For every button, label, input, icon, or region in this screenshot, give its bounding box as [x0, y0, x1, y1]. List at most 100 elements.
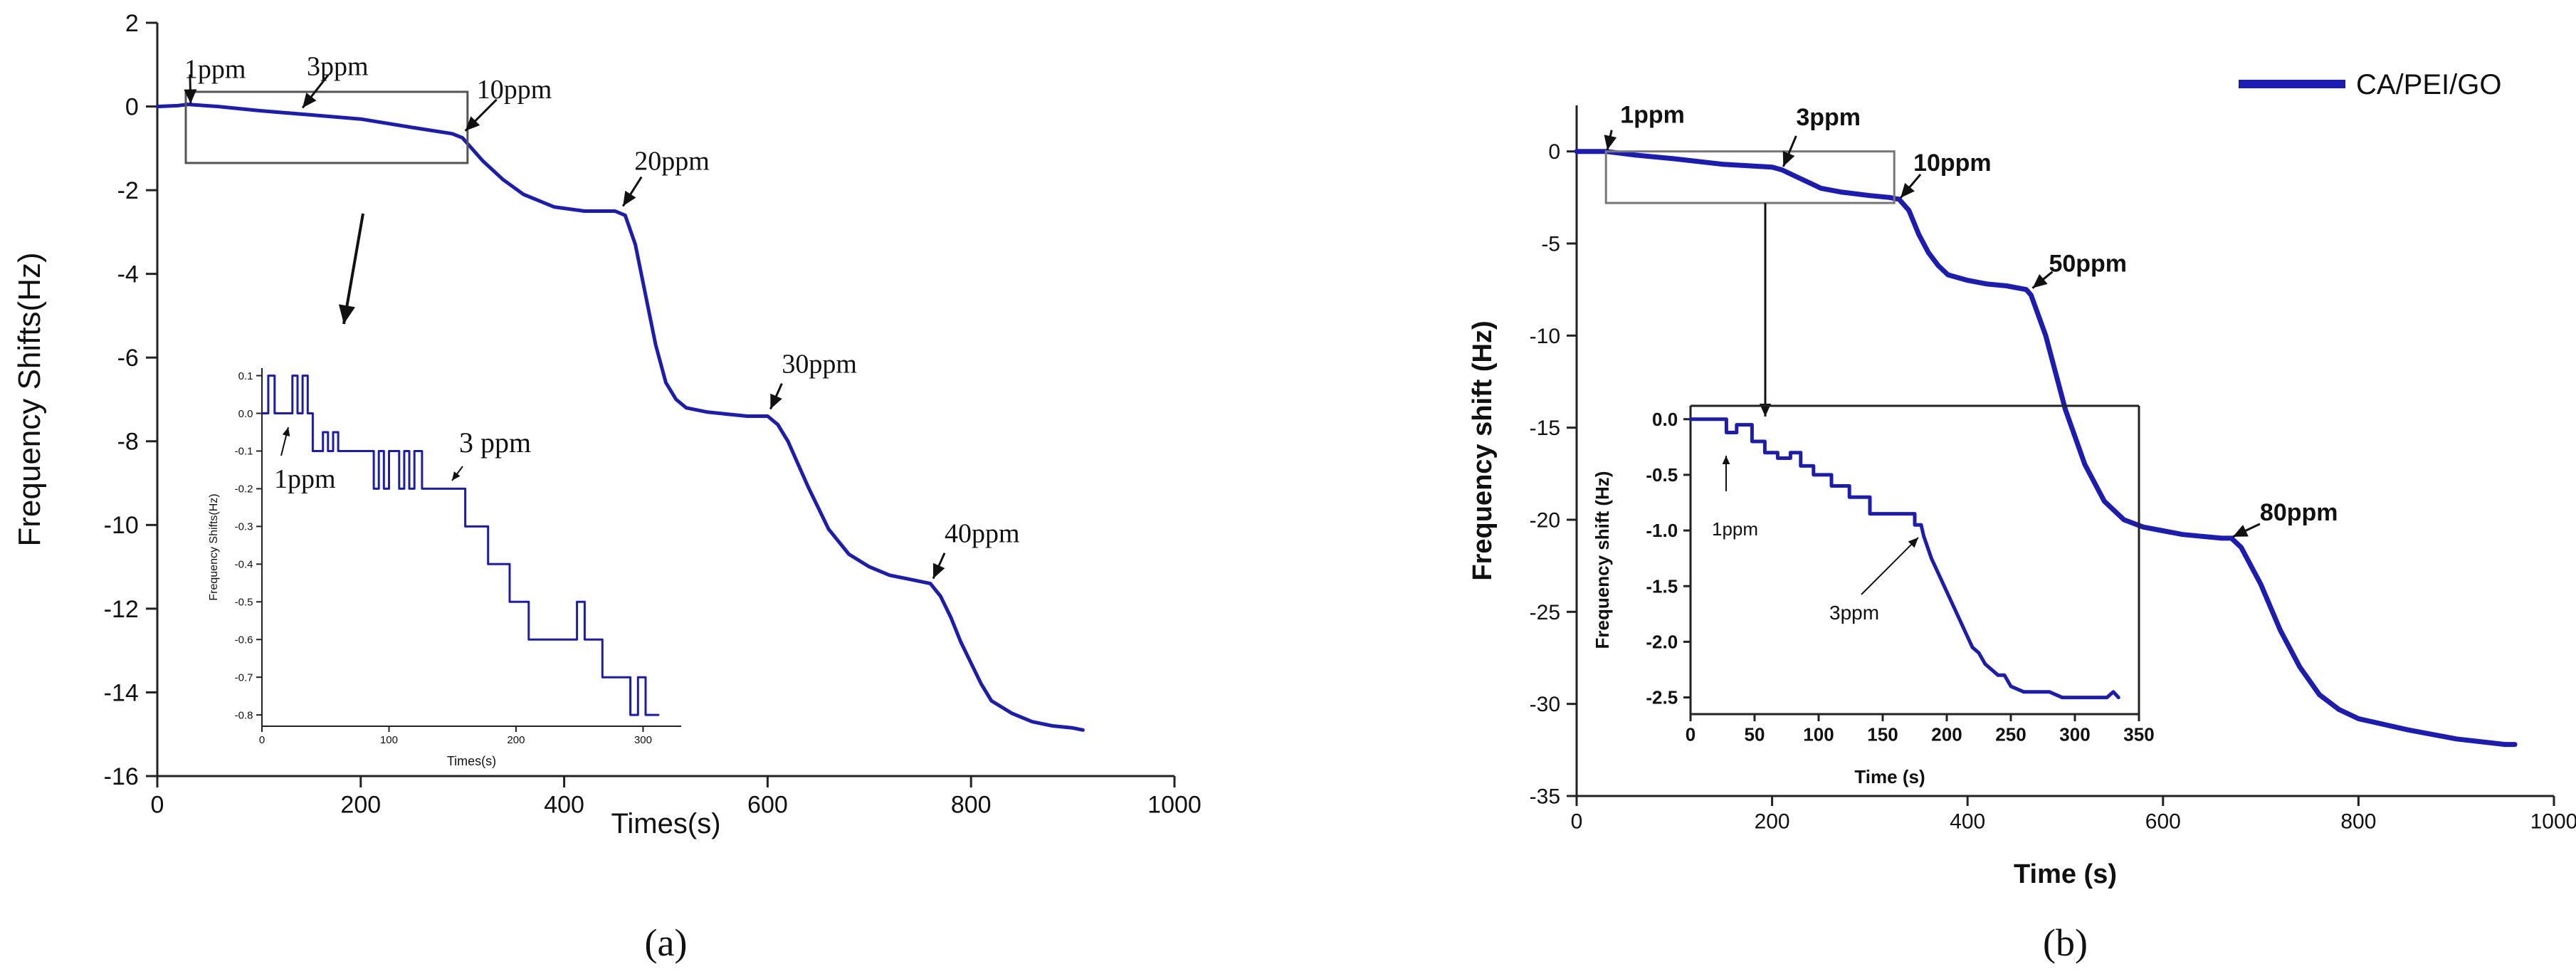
a-inset-y-tick-label: -0.7 — [235, 671, 253, 684]
b-legend-label: CA/PEI/GO — [2356, 69, 2502, 100]
b-annotation-label: 3ppm — [1796, 104, 1861, 131]
a-inset-series-line — [261, 375, 660, 716]
panel-a: 0 200 400 600 800 100020-2-4-6-8-10-12-14-161… — [12, 10, 1202, 964]
a-annotation-label: 10ppm — [477, 75, 552, 105]
a-y-tick-label: 0 — [125, 93, 139, 120]
a-x-axis-label: Times(s) — [611, 808, 720, 839]
a-zoom-arrow-head — [338, 304, 355, 324]
b-annotation-arrow-head — [2032, 274, 2048, 288]
a-y-tick-label: -4 — [117, 261, 139, 288]
a-annotation-label: 40ppm — [945, 519, 1020, 549]
b-x-tick-label: 200 — [1755, 810, 1790, 834]
a-y-tick-label: -8 — [117, 429, 139, 456]
b-inset-y-tick-label: -1.0 — [1646, 520, 1678, 541]
a-inset-x-tick-label: 0 — [259, 734, 265, 746]
a-inset: 0 100 200 300 0.1 0.0 -0.1 -0.2 -0.3 -0.4 -0.5 -0.6… — [208, 368, 681, 768]
b-inset-x-tick-label: 100 — [1803, 723, 1834, 745]
b-inset-annotation-arrow-head — [1908, 538, 1918, 548]
a-y-tick-label: -14 — [104, 679, 139, 706]
b-inset-x-tick-label: 50 — [1745, 723, 1765, 745]
b-y-tick-label: -30 — [1530, 693, 1560, 716]
b-y-tick-label: -25 — [1530, 601, 1560, 624]
a-y-tick-label: -10 — [104, 512, 139, 539]
b-inset-x-tick-label: 150 — [1867, 723, 1898, 745]
b-y-tick-label: -35 — [1530, 785, 1560, 809]
b-x-tick-label: 1000 — [2530, 810, 2576, 834]
b-y-tick-label: -20 — [1530, 509, 1560, 533]
a-inset-y-axis-label: Frequency Shifts(Hz) — [208, 493, 220, 600]
a-y-axis-label: Frequency Shifts(Hz) — [12, 252, 47, 546]
a-inset-x-tick-label: 200 — [507, 734, 525, 746]
b-zoom-box — [1604, 150, 1896, 204]
b-inset-x-tick-label: 300 — [2059, 723, 2090, 745]
a-inset-annotation-label: 3 ppm — [459, 426, 531, 459]
a-x-tick-label: 800 — [951, 792, 992, 819]
b-y-axis-label: Frequency shift (Hz) — [1468, 320, 1498, 580]
a-annotation-arrow-head — [303, 93, 317, 108]
a-annotation-arrow-head — [770, 393, 782, 409]
a-inset-y-tick-label: -0.6 — [235, 634, 253, 646]
a-x-tick-label: 0 — [151, 792, 164, 819]
a-inset-annotation-arrow-head — [282, 427, 290, 436]
a-x-tick-label: 200 — [340, 792, 381, 819]
b-inset: 0 50 100 150 200 250 300 350 0.0 -0.5 -1.0 -1.5 -2.0… — [1592, 404, 2155, 787]
b-annotation-arrow-head — [1604, 135, 1617, 150]
a-inset-y-tick-label: 0.0 — [238, 408, 253, 420]
a-inset-y-tick-label: -0.1 — [235, 446, 253, 458]
b-inset-series-line — [1688, 417, 2120, 700]
b-inset-x-tick-label: 0 — [1686, 723, 1696, 745]
b-x-tick-label: 400 — [1950, 810, 1985, 834]
a-annotation-label: 20ppm — [634, 147, 710, 177]
a-x-tick-label: 400 — [544, 792, 584, 819]
b-inset-x-axis-label: Time (s) — [1854, 766, 1925, 787]
b-inset-annotation-label: 1ppm — [1712, 518, 1758, 540]
a-inset-y-tick-label: 0.1 — [238, 370, 253, 382]
a-y-tick-label: -12 — [104, 596, 139, 623]
a-inset-y-tick-label: -0.4 — [235, 559, 253, 571]
b-inset-y-axis-label: Frequency shift (Hz) — [1592, 471, 1613, 649]
a-annotation-arrow-head — [184, 89, 197, 104]
a-inset-x-tick-label: 100 — [380, 734, 398, 746]
a-caption: (a) — [645, 921, 688, 964]
a-zoom-box — [184, 90, 469, 164]
a-inset-annotation-label: 1ppm — [274, 464, 336, 494]
a-x-tick-label: 600 — [747, 792, 788, 819]
b-annotation-label: 50ppm — [2049, 251, 2127, 278]
a-inset-y-tick-label: -0.5 — [235, 597, 253, 609]
b-inset-x-tick-label: 200 — [1931, 723, 1962, 745]
a-annotation-label: 30ppm — [782, 350, 857, 379]
a-annotation-label: 3ppm — [307, 51, 369, 81]
a-y-tick-label: -6 — [117, 345, 139, 372]
a-annotation-arrow-head — [932, 562, 945, 579]
a-series-line — [155, 103, 1085, 732]
b-caption: (b) — [2043, 921, 2088, 964]
a-inset-annotation-arrow-head — [452, 471, 461, 481]
b-annotation-arrow-head — [1901, 182, 1915, 198]
b-x-tick-label: 600 — [2145, 810, 2181, 834]
b-annotation-arrow-head — [2232, 525, 2249, 537]
b-y-tick-label: -5 — [1541, 233, 1560, 256]
b-inset-y-tick-label: -1.5 — [1646, 575, 1678, 597]
a-inset-y-tick-label: -0.2 — [235, 483, 253, 496]
b-inset-annotation-label: 3ppm — [1829, 602, 1879, 624]
a-inset-x-axis-label: Times(s) — [447, 754, 496, 768]
b-inset-annotation-arrow-head — [1722, 456, 1730, 464]
a-x-tick-label: 1000 — [1147, 792, 1202, 819]
a-zoom-arrow — [342, 213, 364, 325]
a-y-tick-label: 2 — [125, 10, 139, 37]
b-annotation-label: 1ppm — [1620, 102, 1685, 129]
b-inset-x-tick-label: 350 — [2123, 723, 2154, 745]
b-x-axis-label: Time (s) — [2014, 859, 2117, 889]
b-inset-y-tick-label: -2.5 — [1646, 687, 1678, 708]
b-inset-x-tick-label: 250 — [1995, 723, 2026, 745]
a-annotation-arrow-head — [465, 116, 480, 131]
a-annotation-label: 1ppm — [184, 55, 246, 85]
a-y-tick-label: -16 — [104, 763, 139, 790]
panel-b: 0 200 400 600 800 10000-5-10-15-20-25-30-35CA… — [1468, 69, 2576, 964]
b-x-tick-label: 0 — [1571, 810, 1583, 834]
b-annotation-arrow-head — [1782, 151, 1795, 167]
a-y-tick-label: -2 — [117, 177, 139, 204]
b-y-tick-label: 0 — [1548, 140, 1560, 164]
b-inset-y-tick-label: 0.0 — [1652, 409, 1678, 430]
